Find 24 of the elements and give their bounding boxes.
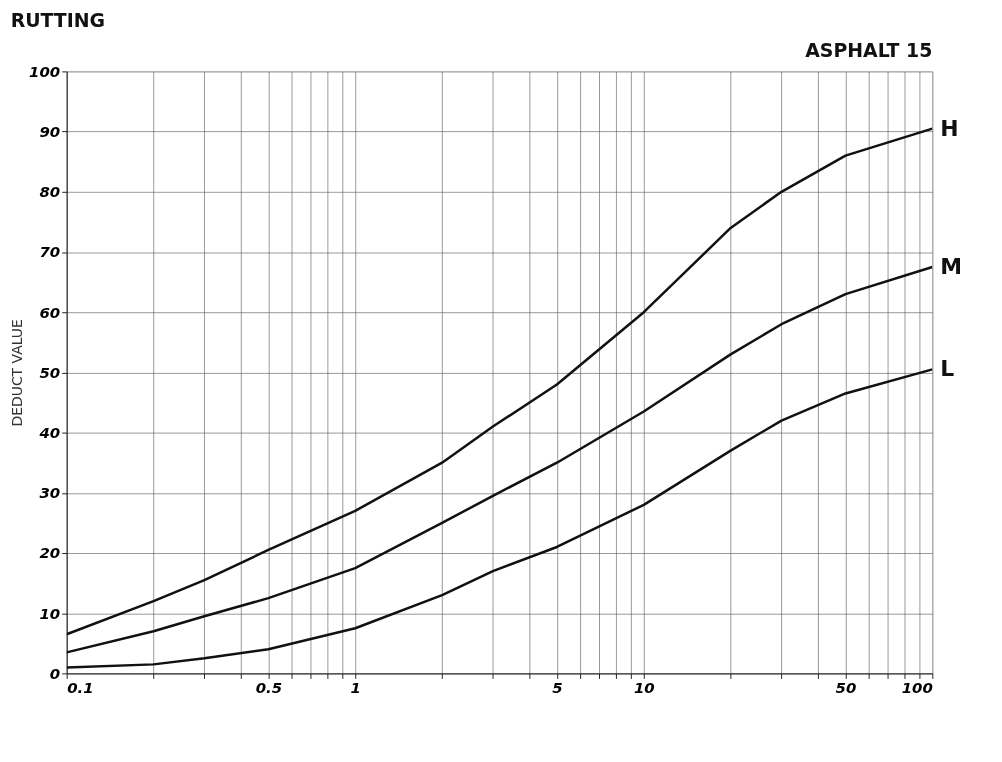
x-tick-label: 1	[350, 678, 361, 697]
y-tick-label: 0	[49, 664, 61, 683]
y-tick-label: 100	[29, 62, 61, 81]
chart-title: RUTTING	[10, 8, 106, 31]
y-tick-label: 90	[39, 123, 61, 142]
y-tick-label: 50	[39, 363, 61, 382]
series-label: M	[940, 254, 963, 280]
x-tick-label: 0.1	[67, 678, 94, 697]
y-tick-label: 30	[39, 484, 61, 503]
y-tick-label: 70	[39, 243, 61, 262]
x-tick-label: 0.5	[255, 678, 283, 697]
x-tick-label: 10	[633, 678, 655, 697]
x-tick-label: 100	[901, 678, 933, 697]
x-tick-label: 50	[835, 678, 857, 697]
y-tick-label: 80	[39, 183, 61, 202]
series-label: H	[940, 115, 959, 141]
x-tick-label: 5	[552, 678, 563, 697]
y-tick-label: 20	[39, 544, 61, 563]
y-tick-label: 60	[39, 303, 61, 322]
y-tick-label: 10	[39, 604, 61, 623]
text: ASPHALT 15	[805, 39, 933, 62]
y-tick-label: 40	[38, 424, 61, 443]
y-axis-title: DEDUCT VALUE	[9, 319, 26, 427]
series-label: L	[940, 356, 955, 382]
